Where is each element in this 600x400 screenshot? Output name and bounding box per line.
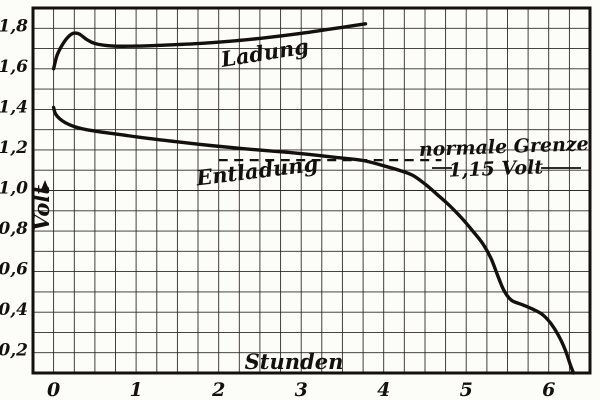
y-tick-label: 0,6	[0, 260, 28, 280]
entladung-curve	[51, 105, 576, 375]
x-tick-label: 5	[460, 379, 473, 400]
threshold-dashed-line	[218, 159, 581, 169]
y-tick-label: 1,2	[0, 138, 28, 158]
y-tick-label: 1,6	[0, 57, 28, 77]
y-tick-label: 1,4	[0, 97, 28, 117]
x-axis-title: Stunden	[245, 349, 344, 374]
y-axis-arrow-icon	[40, 180, 50, 191]
grid-lines	[33, 8, 590, 373]
x-tick-label: 6	[542, 379, 555, 400]
y-tick-label: 0,8	[0, 219, 28, 239]
x-tick-label: 3	[295, 379, 308, 400]
curves	[51, 22, 576, 375]
y-tick-label: 1,0	[0, 179, 28, 199]
y-axis-title: Volt	[29, 185, 54, 231]
x-tick-label: 0	[47, 379, 60, 400]
normale-grenze-annotation-line2: 1,15 Volt	[448, 156, 543, 181]
plot-border	[31, 6, 592, 375]
ladung-curve	[51, 22, 368, 71]
x-axis-tick-labels: 0 1 2 3 4 5 6	[47, 379, 555, 400]
x-tick-label: 4	[377, 379, 390, 400]
y-axis-tick-labels: 1,8 1,6 1,4 1,2 1,0 0,8 0,6 0,4 0,2	[0, 16, 28, 360]
y-tick-label: 1,8	[0, 16, 28, 36]
x-tick-label: 1	[129, 379, 142, 400]
y-tick-label: 0,4	[0, 300, 28, 320]
y-tick-label: 0,2	[0, 341, 28, 361]
x-tick-label: 2	[211, 379, 225, 400]
